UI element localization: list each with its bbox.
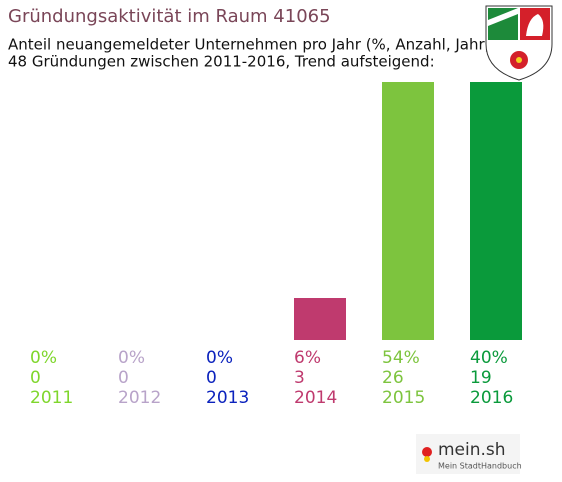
subtitle: 48 Gründungen zwischen 2011-2016, Trend … xyxy=(8,53,435,71)
subtitle: Anteil neuangemeldeter Unternehmen pro J… xyxy=(8,36,491,54)
x-tick-label: 2014 xyxy=(294,388,337,408)
x-tick-label: 2015 xyxy=(382,388,425,408)
x-tick-label: 2013 xyxy=(206,388,249,408)
count-label: 0 xyxy=(30,368,41,388)
percent-label: 0% xyxy=(30,348,57,368)
percent-label: 54% xyxy=(382,348,420,368)
coat-of-arms xyxy=(485,5,553,81)
count-label: 0 xyxy=(118,368,129,388)
bar xyxy=(294,298,346,340)
logo: mein.sh Mein StadtHandbuch xyxy=(416,434,522,474)
percent-label: 6% xyxy=(294,348,321,368)
logo-name: mein.sh xyxy=(438,440,506,460)
count-label: 3 xyxy=(294,368,305,388)
count-label: 0 xyxy=(206,368,217,388)
percent-label: 0% xyxy=(206,348,233,368)
percent-label: 40% xyxy=(470,348,508,368)
bar xyxy=(382,82,434,340)
logo-tagline: Mein StadtHandbuch xyxy=(438,462,522,471)
count-label: 19 xyxy=(470,368,492,388)
chart-title: Gründungsaktivität im Raum 41065 xyxy=(8,6,331,27)
x-tick-label: 2016 xyxy=(470,388,513,408)
percent-label: 0% xyxy=(118,348,145,368)
x-tick-label: 2012 xyxy=(118,388,161,408)
count-label: 26 xyxy=(382,368,404,388)
x-tick-label: 2011 xyxy=(30,388,73,408)
bar xyxy=(470,82,522,340)
